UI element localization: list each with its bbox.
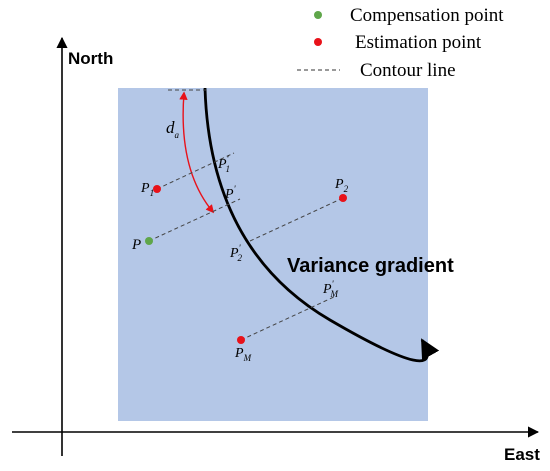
distance-arrow [179,91,215,214]
projection-line-p2 [249,197,344,242]
legend-compensation-label: Compensation point [350,5,504,26]
estimation-point-p2 [339,194,347,202]
compensation-point-p [145,237,153,245]
distance-label: da [166,118,180,140]
label-pm-projection: P' M [322,279,339,299]
label-p1: P1 [140,181,154,198]
legend-estimation-marker [314,38,322,46]
label-pm: PM [234,346,252,363]
estimation-point-pm [237,336,245,344]
projection-line-p [148,198,241,242]
east-axis-label: East [504,445,540,464]
legend: Compensation point Estimation point Cont… [297,5,504,81]
variance-gradient-label: Variance gradient [287,255,454,277]
projection-line-pm [240,295,337,341]
projection-line-p1 [156,152,235,190]
legend-compensation-marker [314,11,322,19]
legend-estimation-label: Estimation point [355,32,482,53]
label-p-projection: P' [224,184,237,202]
variance-gradient-curve [203,87,440,363]
field-region [118,88,428,421]
label-p2-projection: P' 2 [229,243,243,263]
label-p: P [131,237,141,253]
estimation-point-p1 [153,185,161,193]
label-p1-projection: P' 1 [217,154,230,174]
north-axis-label: North [68,49,113,68]
legend-contour-label: Contour line [360,60,456,81]
label-p2: P2 [334,177,349,194]
